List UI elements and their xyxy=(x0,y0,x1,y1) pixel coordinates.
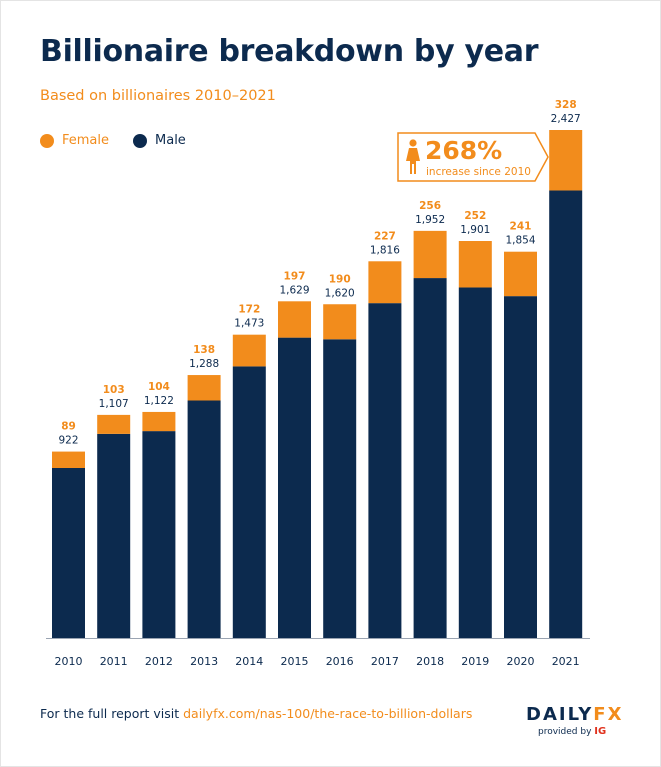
x-tick-label-2010: 2010 xyxy=(55,655,83,668)
x-tick-label-2016: 2016 xyxy=(326,655,354,668)
data-label-female-2017: 227 xyxy=(374,230,396,242)
data-label-male-2020: 1,854 xyxy=(505,235,535,247)
callout-caption: increase since 2010 xyxy=(426,166,531,178)
data-label-male-2016: 1,620 xyxy=(325,287,355,299)
data-label-female-2016: 190 xyxy=(329,273,351,285)
data-label-female-2012: 104 xyxy=(148,381,170,393)
x-tick-label-2011: 2011 xyxy=(100,655,128,668)
bar-female-2011 xyxy=(97,414,131,434)
chart-legend: Female Male xyxy=(40,133,210,148)
data-label-male-2011: 1,107 xyxy=(99,398,129,410)
x-tick-label-2017: 2017 xyxy=(371,655,399,668)
data-label-female-2020: 241 xyxy=(510,221,532,233)
bar-male-2018 xyxy=(413,278,447,638)
x-tick-label-2013: 2013 xyxy=(190,655,218,668)
data-label-female-2019: 252 xyxy=(464,210,486,222)
data-label-male-2013: 1,288 xyxy=(189,358,219,370)
x-tick-label-2015: 2015 xyxy=(281,655,309,668)
bar-female-2015 xyxy=(278,301,311,338)
x-tick-label-2021: 2021 xyxy=(552,655,580,668)
bar-male-2016 xyxy=(323,339,357,638)
data-label-female-2014: 172 xyxy=(238,304,260,316)
bar-female-2019 xyxy=(458,241,492,288)
legend-item-female: Female xyxy=(40,133,109,148)
bar-male-2012 xyxy=(142,431,176,638)
dailyfx-logo: DAILYFX xyxy=(526,704,626,725)
bar-male-2019 xyxy=(458,287,492,638)
bar-female-2021 xyxy=(549,130,583,191)
x-tick-label-2018: 2018 xyxy=(416,655,444,668)
brand-logo: DAILYFX provided by IG xyxy=(526,704,626,737)
data-label-male-2015: 1,629 xyxy=(279,284,309,296)
data-label-male-2010: 922 xyxy=(58,435,78,447)
x-tick-label-2019: 2019 xyxy=(461,655,489,668)
report-link[interactable]: dailyfx.com/nas-100/the-race-to-billion-… xyxy=(183,706,473,721)
data-label-male-2014: 1,473 xyxy=(234,318,264,330)
bar-female-2017 xyxy=(368,261,402,304)
legend-item-male: Male xyxy=(133,133,186,148)
bar-male-2015 xyxy=(278,337,311,638)
data-label-male-2017: 1,816 xyxy=(370,244,400,256)
bar-male-2020 xyxy=(504,296,537,638)
bar-female-2014 xyxy=(232,334,266,367)
legend-label-male: Male xyxy=(155,133,186,148)
bar-female-2018 xyxy=(413,230,447,279)
data-label-female-2015: 197 xyxy=(284,270,306,282)
x-tick-label-2012: 2012 xyxy=(145,655,173,668)
bar-male-2013 xyxy=(187,400,221,638)
increase-callout: 268% increase since 2010 xyxy=(395,130,549,184)
x-tick-label-2020: 2020 xyxy=(507,655,535,668)
provider-logo: IG xyxy=(594,726,607,737)
legend-swatch-female xyxy=(40,133,54,148)
provided-by-line: provided by IG xyxy=(526,726,626,737)
footer-note: For the full report visit dailyfx.com/na… xyxy=(40,706,472,721)
data-label-male-2012: 1,122 xyxy=(144,395,174,407)
bar-male-2010 xyxy=(52,467,85,638)
bar-female-2016 xyxy=(323,304,357,340)
logo-accent: FX xyxy=(593,704,624,725)
footer-prefix: For the full report visit xyxy=(40,706,184,721)
data-label-female-2011: 103 xyxy=(103,384,125,396)
data-label-male-2021: 2,427 xyxy=(551,113,581,125)
page-title: Billionaire breakdown by year xyxy=(40,34,539,69)
bar-male-2017 xyxy=(368,303,402,638)
data-label-male-2019: 1,901 xyxy=(460,224,490,236)
bar-female-2020 xyxy=(504,251,537,297)
page-subtitle: Based on billionaires 2010–2021 xyxy=(40,88,276,104)
data-label-female-2018: 256 xyxy=(419,200,441,212)
data-label-female-2021: 328 xyxy=(555,99,577,111)
callout-border xyxy=(397,132,549,182)
bar-female-2012 xyxy=(142,411,176,432)
logo-main: DAILY xyxy=(526,704,594,725)
data-label-female-2010: 89 xyxy=(61,421,76,433)
data-label-female-2013: 138 xyxy=(193,344,215,356)
x-tick-label-2014: 2014 xyxy=(235,655,263,668)
data-label-male-2018: 1,952 xyxy=(415,214,445,226)
bar-male-2021 xyxy=(549,190,583,638)
bar-male-2011 xyxy=(97,433,131,638)
provided-by-text: provided by xyxy=(538,727,592,737)
bar-female-2010 xyxy=(52,451,85,468)
callout-percentage: 268% xyxy=(425,136,503,165)
bar-female-2013 xyxy=(187,375,221,401)
woman-icon xyxy=(406,139,420,174)
legend-swatch-male xyxy=(133,133,148,148)
bar-male-2014 xyxy=(232,366,266,638)
legend-label-female: Female xyxy=(62,133,110,148)
